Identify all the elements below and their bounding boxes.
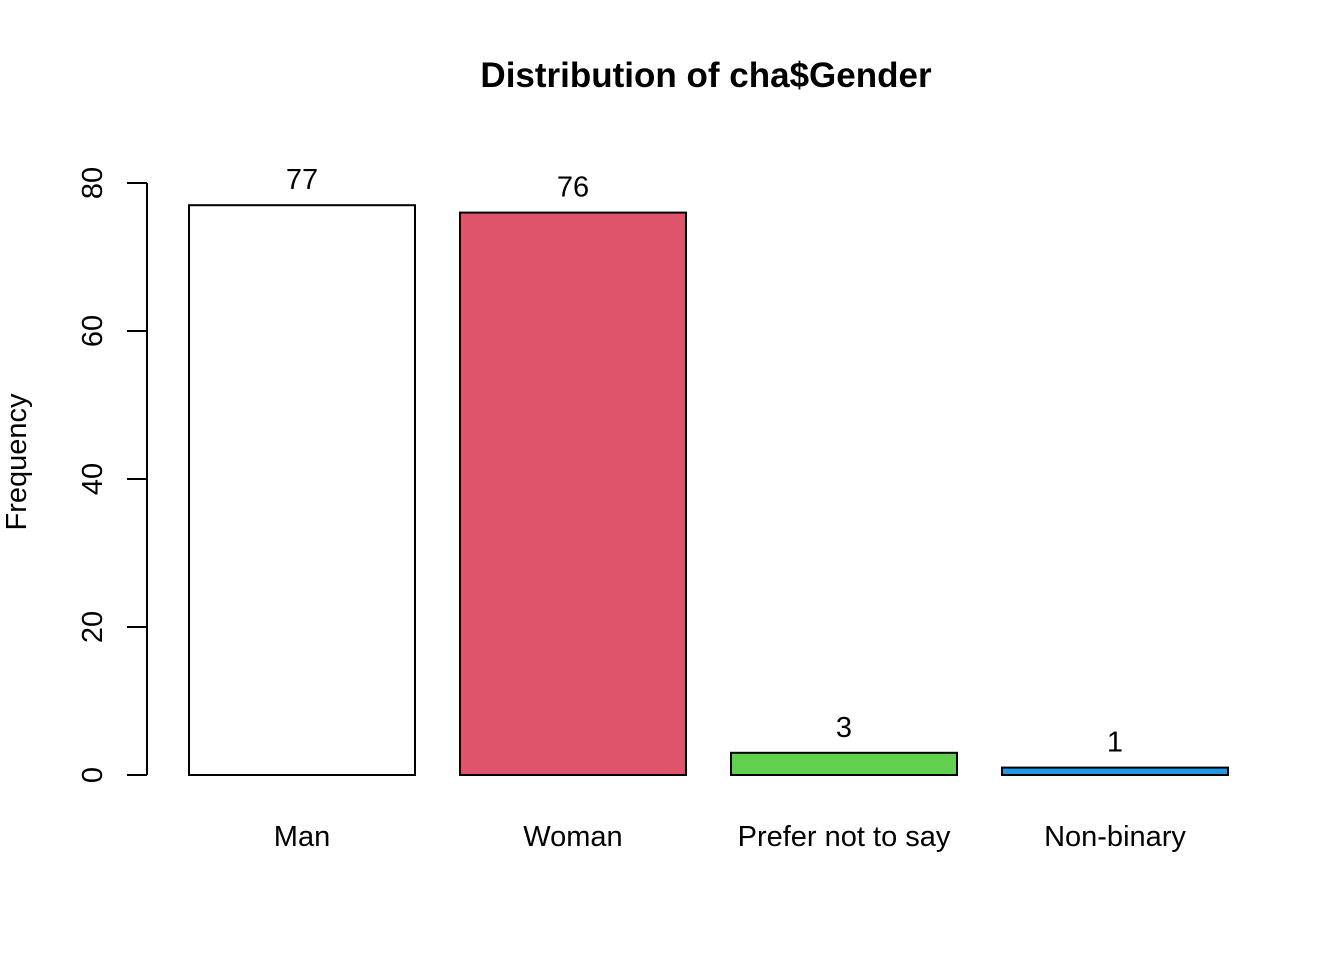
x-category-label: Woman (523, 821, 622, 853)
y-axis: 0 20 40 60 80 (77, 167, 148, 783)
bar-value-label: 3 (836, 712, 852, 744)
y-tick-label: 80 (77, 167, 109, 199)
bar (730, 751, 958, 776)
x-category-labels: Man Woman Prefer not to say Non-binary (274, 821, 1187, 853)
chart-title: Distribution of cha$Gender (480, 56, 932, 95)
y-ticks: 0 20 40 60 80 (77, 167, 147, 783)
y-tick-label: 60 (77, 315, 109, 347)
y-tick-label: 20 (77, 611, 109, 643)
x-category-label: Prefer not to say (738, 821, 951, 853)
bar-value-labels: 77 76 3 1 (286, 164, 1123, 758)
y-tick-label: 0 (77, 767, 109, 783)
bar (459, 211, 687, 777)
bar-value-label: 1 (1107, 727, 1123, 759)
bars (188, 204, 1229, 777)
y-tick-label: 40 (77, 463, 109, 495)
y-axis-label: Frequency (1, 393, 33, 531)
bar (188, 204, 416, 776)
bar (1001, 766, 1229, 776)
x-category-label: Non-binary (1044, 821, 1186, 853)
bar-value-label: 76 (557, 172, 589, 204)
bar-value-label: 77 (286, 164, 318, 196)
x-category-label: Man (274, 821, 330, 853)
